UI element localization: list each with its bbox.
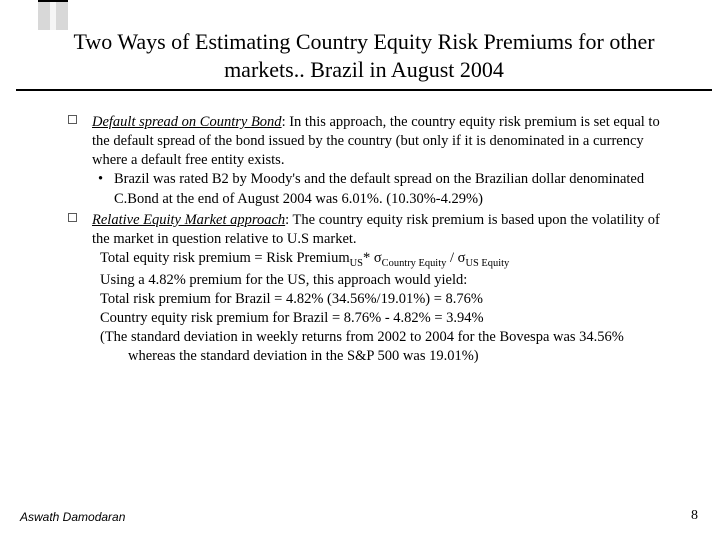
formula-sub2: Country Equity (382, 258, 447, 269)
item1-text: Default spread on Country Bond: In this … (92, 114, 660, 168)
item2-line-4: Country equity risk premium for Brazil =… (92, 309, 672, 328)
item2-line-5: (The standard deviation in weekly return… (92, 328, 672, 366)
disc-bullet-icon: • (98, 170, 103, 189)
slide-content: Two Ways of Estimating Country Equity Ri… (56, 28, 672, 368)
item2-text: Relative Equity Market approach: The cou… (92, 212, 660, 247)
bullet-item-1: Default spread on Country Bond: In this … (92, 113, 672, 209)
square-bullet-icon (68, 115, 77, 124)
footer-author: Aswath Damodaran (20, 510, 125, 524)
formula-sub1: US (350, 258, 363, 269)
top-accent-block (38, 0, 68, 30)
item1-runin: Default spread on Country Bond (92, 114, 282, 130)
item1-sub: • Brazil was rated B2 by Moody's and the… (92, 170, 672, 208)
bullet-item-2: Relative Equity Market approach: The cou… (92, 211, 672, 367)
title-underline (16, 89, 712, 91)
item2-line-3: Total risk premium for Brazil = 4.82% (3… (92, 290, 672, 309)
slide-title: Two Ways of Estimating Country Equity Ri… (56, 28, 672, 83)
item1-sub-text: Brazil was rated B2 by Moody's and the d… (114, 171, 644, 206)
item2-formula-line: Total equity risk premium = Risk Premium… (92, 249, 672, 271)
footer-page-number: 8 (691, 508, 698, 524)
item2-line-2: Using a 4.82% premium for the US, this a… (92, 271, 672, 290)
formula-lead: Total equity risk premium = Risk Premium (100, 250, 350, 266)
item2-runin: Relative Equity Market approach (92, 212, 285, 228)
formula-mid2: / σ (446, 250, 465, 266)
formula-mid: * σ (363, 250, 382, 266)
formula-sub3: US Equity (465, 258, 509, 269)
square-bullet-icon (68, 213, 77, 222)
item2-line-5-text: (The standard deviation in weekly return… (100, 328, 672, 366)
slide-body: Default spread on Country Bond: In this … (56, 113, 672, 366)
